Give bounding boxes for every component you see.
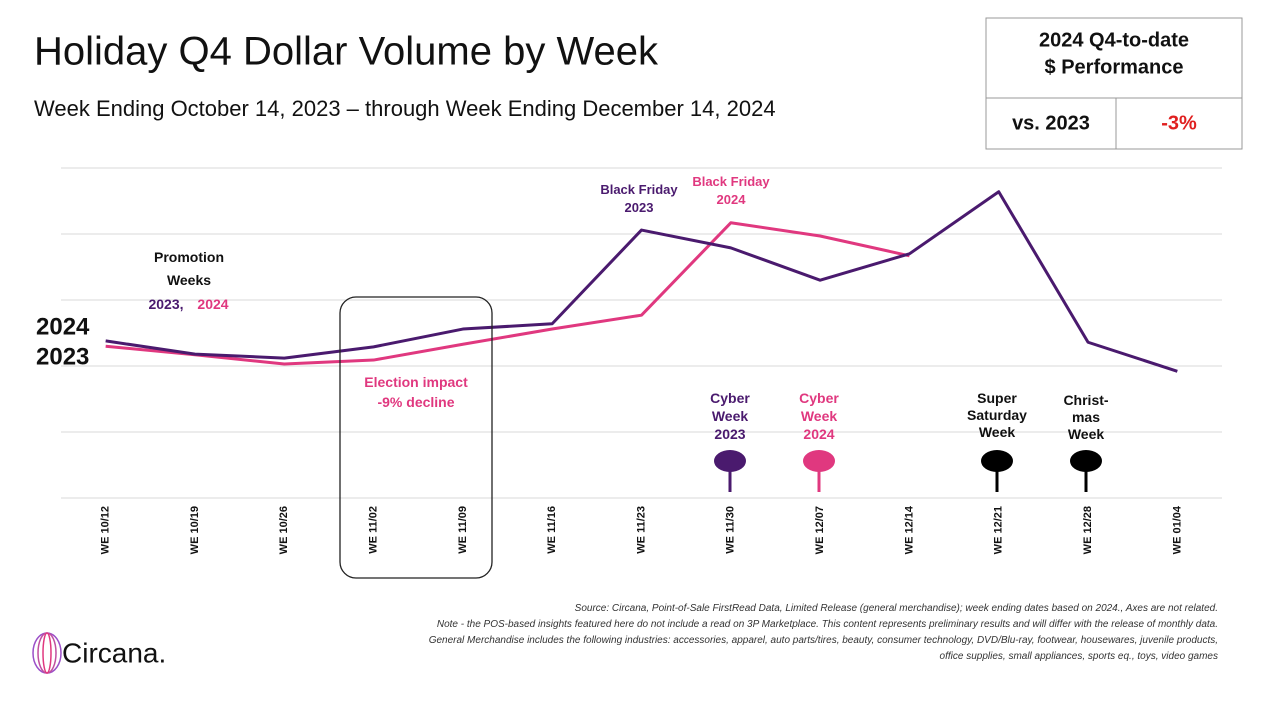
footnote: Source: Circana, Point-of-Sale FirstRead… xyxy=(575,603,1218,614)
kpi-box: 2024 Q4-to-date $ Performance vs. 2023 -… xyxy=(985,17,1243,150)
pin-head xyxy=(714,450,746,472)
x-tick-label: WE 11/09 xyxy=(457,506,469,554)
annotation: Black Friday xyxy=(600,182,678,197)
annotation: Super xyxy=(977,390,1017,406)
x-tick-label: WE 12/28 xyxy=(1082,506,1094,554)
annotation: Week xyxy=(712,408,749,424)
x-tick-label: WE 01/04 xyxy=(1171,505,1183,554)
title: Holiday Q4 Dollar Volume by Week xyxy=(34,30,659,74)
annotation: -9% decline xyxy=(377,394,454,410)
x-tick-label: WE 12/14 xyxy=(903,505,915,554)
annotation: 2023 xyxy=(714,426,745,442)
logo: Circana. xyxy=(32,632,166,674)
x-tick-label: WE 12/21 xyxy=(993,506,1005,554)
pin-head xyxy=(803,450,835,472)
annotation: Week xyxy=(979,424,1016,440)
annotation: Week xyxy=(801,408,838,424)
pins: Cyber Week 2023 Cyber Week 2024 Super Sa… xyxy=(710,390,1109,492)
annotation-line: 2023, xyxy=(148,296,183,312)
x-tick-label: WE 11/02 xyxy=(367,506,379,554)
x-tick-label: WE 10/19 xyxy=(189,506,201,554)
x-tick-label: WE 11/23 xyxy=(635,506,647,554)
annotation: Cyber xyxy=(799,390,839,406)
annotation: Cyber xyxy=(710,390,750,406)
annotation: Saturday xyxy=(967,407,1027,423)
kpi-header: 2024 Q4-to-date xyxy=(1039,29,1189,51)
kpi-header: $ Performance xyxy=(1045,56,1184,78)
footnote: office supplies, small appliances, sport… xyxy=(940,651,1218,662)
legend-label: 2023 xyxy=(36,343,89,370)
annotation-line: Promotion xyxy=(154,249,224,265)
annotation: Weeks xyxy=(167,272,211,288)
logo-mark xyxy=(42,632,52,674)
annotation-line: 2024 xyxy=(197,296,228,312)
footnote: Note - the POS-based insights featured h… xyxy=(437,619,1218,630)
kpi-label: vs. 2023 xyxy=(1012,112,1090,134)
legend-label: 2024 xyxy=(36,313,90,340)
annotation: Christ- xyxy=(1063,392,1108,408)
logo-text: Circana. xyxy=(62,637,166,668)
logo-mark xyxy=(37,632,57,674)
x-tick-label: WE 10/12 xyxy=(100,506,112,554)
x-tick-label: WE 11/16 xyxy=(546,506,558,554)
chart: WE 10/12 WE 10/19 WE 10/26 WE 11/02 WE 11/09… xyxy=(36,167,1222,554)
pin-head xyxy=(1070,450,1102,472)
x-tick-label: WE 12/07 xyxy=(814,506,826,554)
kpi-frame xyxy=(985,17,1243,150)
footnote: General Merchandise includes the followi… xyxy=(429,635,1218,646)
pin-head xyxy=(981,450,1013,472)
series-line xyxy=(105,190,1178,373)
subtitle: Week Ending October 14, 2023 – through W… xyxy=(34,96,776,121)
x-tick-label: WE 11/30 xyxy=(725,506,737,554)
annotation: Election impact xyxy=(364,374,468,390)
annotation: Week xyxy=(1068,426,1105,442)
annotation: Promotion xyxy=(154,249,224,265)
logo-mark xyxy=(32,632,62,674)
series-line xyxy=(105,221,910,366)
annotation: Black Friday xyxy=(692,174,770,189)
election-box xyxy=(339,296,493,579)
annotation: mas xyxy=(1072,409,1100,425)
annotation: 2024 xyxy=(717,192,747,207)
annotation-line: Weeks xyxy=(167,272,211,288)
annotation: 2023, 2024 xyxy=(148,296,228,312)
annotation: 2024 xyxy=(803,426,834,442)
kpi-value: -3% xyxy=(1161,112,1197,134)
x-tick-label: WE 10/26 xyxy=(278,506,290,554)
annotation: 2023 xyxy=(625,200,654,215)
